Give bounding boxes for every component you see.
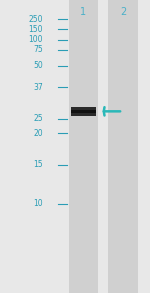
Bar [70,110,96,113]
Text: 25: 25 [33,114,43,123]
Bar [108,0,138,293]
Text: 20: 20 [33,129,43,138]
Text: 10: 10 [33,199,43,208]
Text: 1: 1 [80,7,86,17]
Text: 250: 250 [28,15,43,23]
Text: 100: 100 [28,35,43,44]
Text: 150: 150 [28,25,43,34]
Bar [70,107,96,116]
Text: 50: 50 [33,62,43,70]
Text: 15: 15 [33,160,43,169]
Text: 75: 75 [33,45,43,54]
Bar [69,0,98,293]
Text: 37: 37 [33,83,43,92]
Text: 2: 2 [120,7,126,17]
